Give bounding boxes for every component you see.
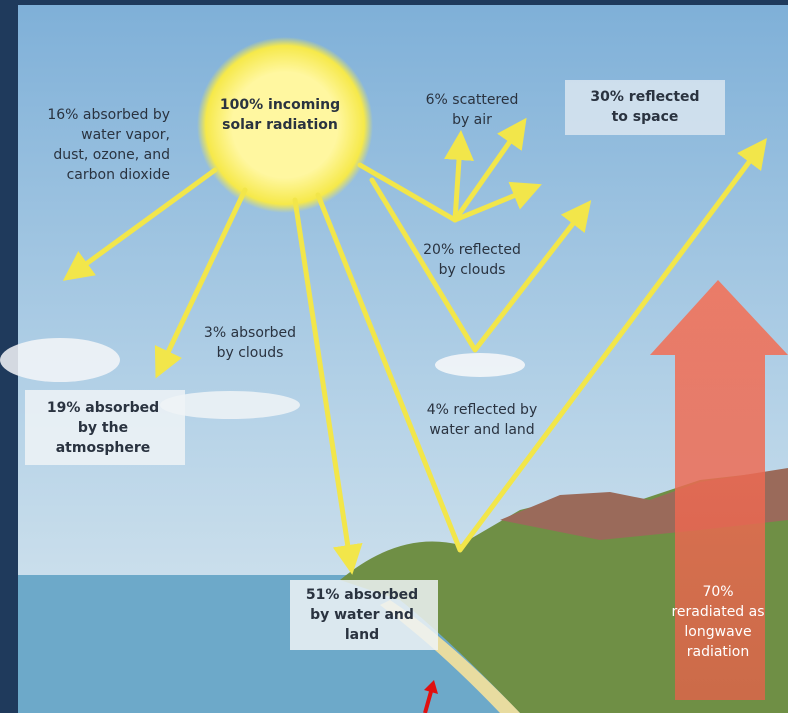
label-text: by clouds — [217, 345, 284, 361]
label-text: dust, ozone, and — [53, 147, 170, 163]
label-text: solar radiation — [222, 117, 338, 133]
arrow — [292, 197, 363, 575]
label-text: 100% incoming — [220, 97, 340, 113]
label-text: by air — [452, 112, 492, 128]
label-text: to space — [612, 109, 679, 125]
cloud — [435, 353, 525, 377]
arrow — [444, 130, 474, 223]
arrow — [452, 181, 542, 223]
arrow — [62, 167, 218, 281]
label-text: 3% absorbed — [204, 325, 296, 341]
label-text: 4% reflected by — [427, 402, 537, 418]
label-text: reradiated as — [671, 604, 764, 620]
label-text: water and land — [429, 422, 534, 438]
label-text: 19% absorbed — [47, 400, 159, 416]
label-text: 20% reflected — [423, 242, 521, 258]
arrow — [369, 177, 592, 353]
label-text: 51% absorbed — [306, 587, 418, 603]
label-box — [25, 390, 185, 465]
label-text: water vapor, — [81, 127, 170, 143]
label-text: atmosphere — [56, 440, 151, 456]
labels: 16% absorbed by water vapor, dust, ozone, … — [47, 89, 765, 660]
label-text: 16% absorbed by — [47, 107, 170, 123]
label-text: land — [345, 627, 379, 643]
arrow — [357, 162, 458, 223]
label-text: 30% reflected — [590, 89, 699, 105]
pointer-arrow-head — [424, 680, 438, 694]
longwave-arrow — [650, 280, 788, 700]
label-box — [565, 80, 725, 135]
label-text: 70% — [702, 584, 733, 600]
arrow — [154, 187, 248, 379]
radiation-arrows — [62, 117, 767, 575]
label-text: carbon dioxide — [67, 167, 170, 183]
label-text: radiation — [687, 644, 750, 660]
label-text: by water and — [310, 607, 414, 623]
sun — [197, 37, 373, 213]
label-box — [290, 580, 438, 650]
arrow — [315, 137, 767, 553]
cloud — [160, 391, 300, 419]
label-text: longwave — [684, 624, 751, 640]
label-text: 6% scattered — [426, 92, 519, 108]
label-text: by the — [78, 420, 128, 436]
pointer-arrow — [423, 687, 434, 713]
label-text: by clouds — [439, 262, 506, 278]
arrow — [452, 117, 527, 223]
cloud — [0, 338, 120, 382]
